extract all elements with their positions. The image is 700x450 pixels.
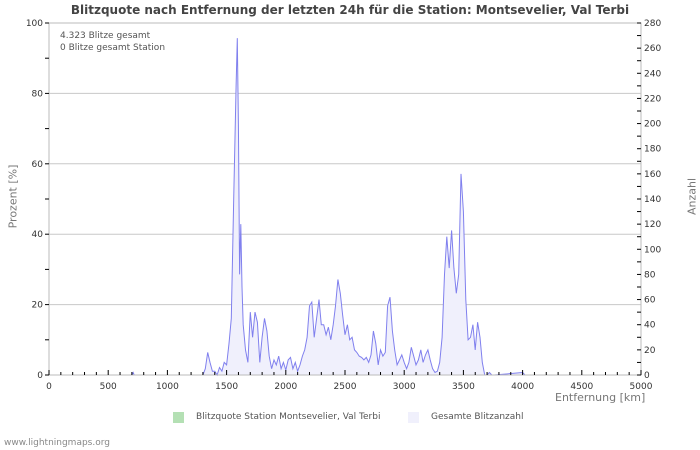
x-axis-label: Entfernung [km] <box>555 391 646 404</box>
series-area-gesamte-blitzanzahl <box>49 38 528 375</box>
svg-text:0: 0 <box>37 371 43 381</box>
chart-title: Blitzquote nach Entfernung der letzten 2… <box>70 3 630 17</box>
svg-text:500: 500 <box>100 382 117 392</box>
svg-text:40: 40 <box>32 230 44 240</box>
svg-text:0: 0 <box>644 371 650 381</box>
svg-text:240: 240 <box>644 69 661 79</box>
svg-text:20: 20 <box>644 346 656 356</box>
svg-text:60: 60 <box>32 160 44 170</box>
svg-text:60: 60 <box>644 296 656 306</box>
svg-text:80: 80 <box>32 89 44 99</box>
svg-text:200: 200 <box>644 120 661 130</box>
y-axis-left: 0 20 40 60 80 100 <box>26 19 49 381</box>
series-line-gesamte-blitzanzahl <box>49 38 528 377</box>
y-axis-right: 0 20 40 60 80 100 120 140 160 180 200 220 240 260 280 <box>637 19 661 381</box>
legend-label-total: Gesamte Blitzanzahl <box>431 412 524 422</box>
svg-text:180: 180 <box>644 145 661 155</box>
svg-text:140: 140 <box>644 195 661 205</box>
svg-text:2500: 2500 <box>334 382 357 392</box>
legend-swatch-station <box>173 412 184 423</box>
y-axis-left-label: Prozent [%] <box>6 164 20 229</box>
footer-source: www.lightningmaps.org <box>4 438 110 448</box>
svg-text:3500: 3500 <box>452 382 475 392</box>
svg-text:120: 120 <box>644 220 661 230</box>
svg-text:100: 100 <box>26 19 43 29</box>
svg-text:1000: 1000 <box>156 382 179 392</box>
svg-text:1500: 1500 <box>215 382 238 392</box>
svg-text:20: 20 <box>32 301 44 311</box>
svg-text:0: 0 <box>46 382 52 392</box>
svg-text:160: 160 <box>644 170 661 180</box>
grid-lines <box>49 92 641 306</box>
svg-text:40: 40 <box>644 321 656 331</box>
svg-text:260: 260 <box>644 44 661 54</box>
total-strikes-label: 4.323 Blitze gesamt <box>60 31 151 41</box>
svg-text:2000: 2000 <box>274 382 297 392</box>
x-axis: 0 500 1000 1500 2000 2500 3000 3500 4000 4500 5000 <box>46 370 653 392</box>
svg-text:100: 100 <box>644 245 661 255</box>
svg-text:220: 220 <box>644 94 661 104</box>
legend-label-station: Blitzquote Station Montsevelier, Val Ter… <box>196 412 381 422</box>
y-axis-right-label: Anzahl <box>685 177 699 216</box>
legend-swatch-total <box>408 412 419 423</box>
svg-text:80: 80 <box>644 270 656 280</box>
station-strikes-label: 0 Blitze gesamt Station <box>60 43 166 53</box>
svg-text:3000: 3000 <box>393 382 416 392</box>
svg-text:280: 280 <box>644 19 661 29</box>
svg-text:5000: 5000 <box>630 382 653 392</box>
svg-text:4000: 4000 <box>511 382 534 392</box>
svg-text:4500: 4500 <box>570 382 593 392</box>
plot-frame <box>48 22 642 376</box>
